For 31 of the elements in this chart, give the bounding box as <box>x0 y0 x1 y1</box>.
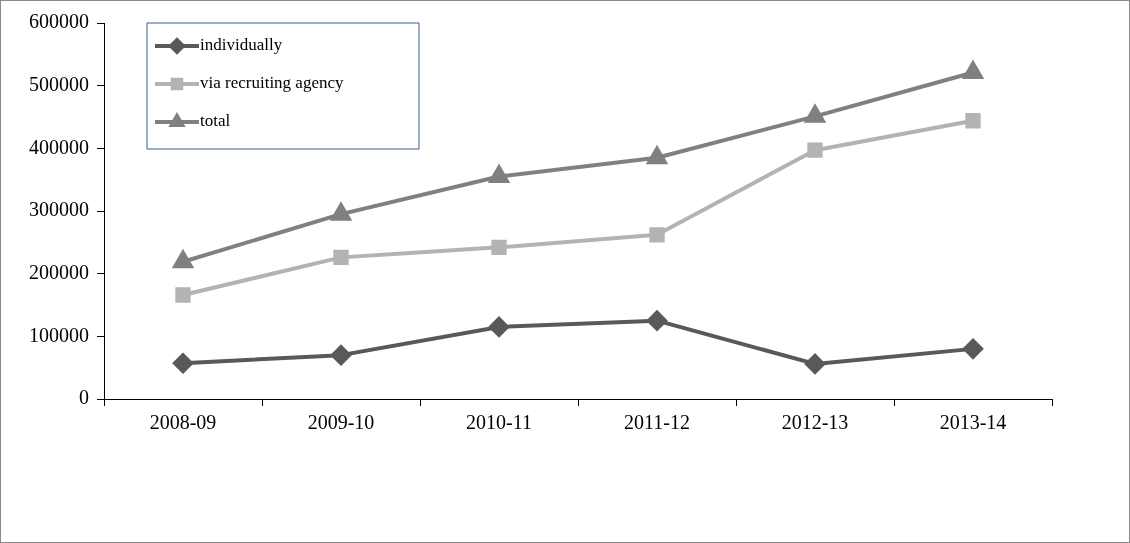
point <box>807 142 823 158</box>
legend-label: via recruiting agency <box>200 73 344 93</box>
y-tick-label: 0 <box>79 386 89 409</box>
x-tick-label: 2013-14 <box>939 411 1007 434</box>
point <box>805 105 825 123</box>
point <box>173 250 193 269</box>
legend-label: individually <box>200 35 283 55</box>
point <box>489 316 509 337</box>
y-tick-label: 100000 <box>29 323 89 346</box>
point <box>331 203 351 221</box>
y-tick-label: 400000 <box>29 135 89 158</box>
point <box>647 146 667 165</box>
point <box>175 287 191 303</box>
point <box>963 338 983 359</box>
x-tick-label: 2008-09 <box>149 411 217 434</box>
point <box>331 345 351 366</box>
point <box>173 353 193 374</box>
point <box>333 249 349 266</box>
point <box>805 353 825 374</box>
x-tick-label: 2012-13 <box>781 411 849 434</box>
y-tick-label: 300000 <box>29 198 89 221</box>
y-tick-label: 500000 <box>29 72 89 95</box>
x-tick-label: 2011-12 <box>624 411 690 434</box>
y-tick-label: 600000 <box>29 10 89 33</box>
x-tick-label: 2009-10 <box>307 411 375 434</box>
legend-label: total <box>200 111 231 131</box>
point <box>649 227 665 243</box>
x-tick-label: 2010-11 <box>466 411 532 434</box>
point <box>647 310 667 331</box>
y-tick-label: 200000 <box>29 260 89 283</box>
point <box>491 239 507 255</box>
